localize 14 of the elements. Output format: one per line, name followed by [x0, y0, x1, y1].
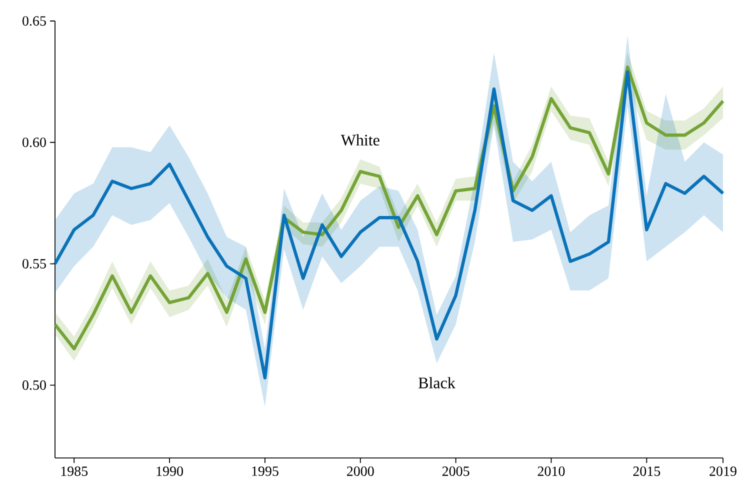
x-tick-label: 1995 [252, 466, 278, 476]
x-tick-label: 2019 [710, 466, 736, 476]
x-tick-label: 2010 [538, 466, 565, 476]
text: Black [418, 377, 456, 388]
series-label: White [340, 134, 380, 146]
y-tick-label: 0.60 [22, 138, 46, 148]
x-tick-label: 2000 [346, 466, 374, 476]
x-tick-label: 1990 [156, 466, 183, 476]
x-tick-label: 2015 [633, 466, 660, 476]
x-tick-label: 1985 [61, 466, 88, 476]
x-tick-label: 2005 [442, 466, 470, 476]
y-tick-label: 0.50 [22, 380, 46, 390]
y-tick-label: 0.65 [22, 16, 46, 26]
y-tick-label: 0.55 [22, 259, 46, 269]
